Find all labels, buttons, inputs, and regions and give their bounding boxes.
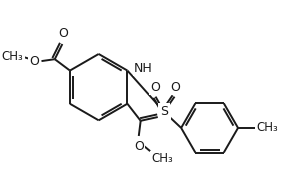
Text: O: O — [160, 107, 169, 120]
Text: CH₃: CH₃ — [256, 122, 278, 134]
Text: CH₃: CH₃ — [151, 152, 173, 165]
Text: O: O — [171, 81, 180, 94]
Text: O: O — [30, 55, 40, 68]
Text: O: O — [134, 140, 144, 153]
Text: O: O — [58, 27, 68, 40]
Text: CH₃: CH₃ — [2, 50, 24, 63]
Text: S: S — [160, 105, 168, 118]
Text: NH: NH — [134, 62, 153, 75]
Text: O: O — [151, 81, 160, 94]
